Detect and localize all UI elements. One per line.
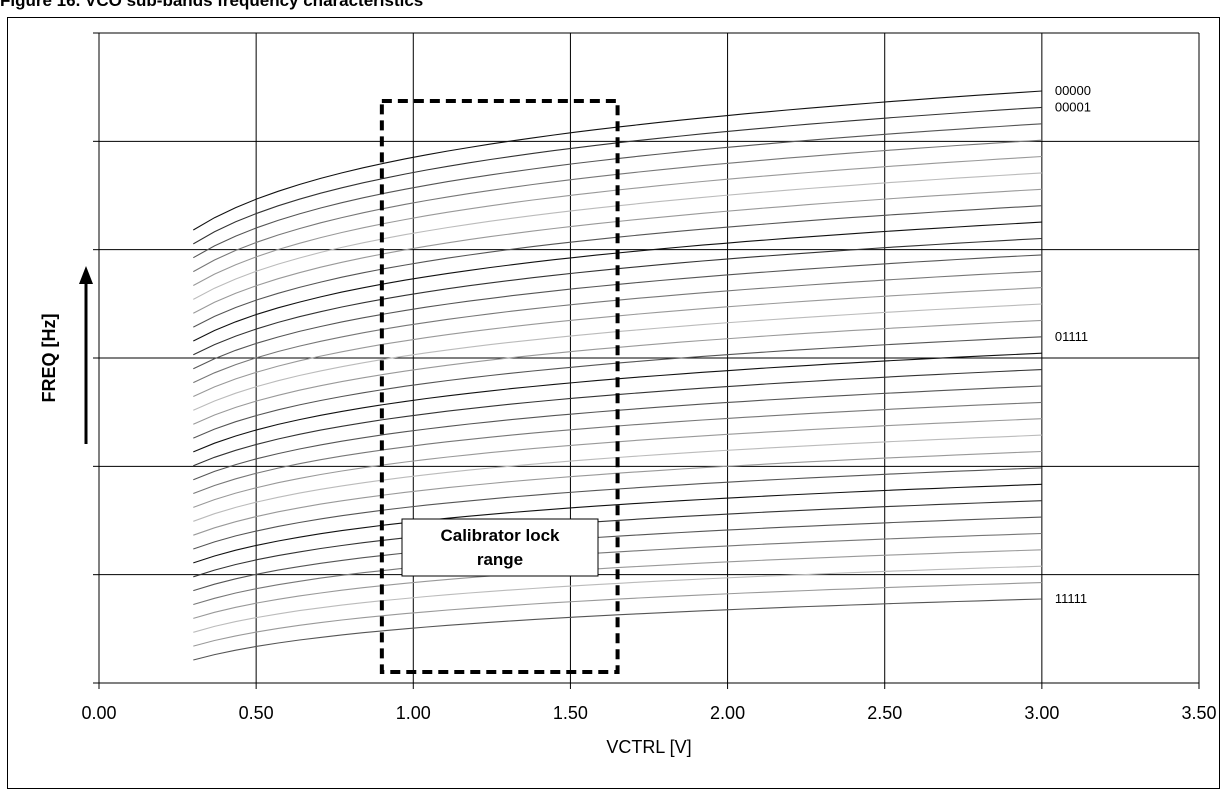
frequency-curve xyxy=(193,598,1042,661)
frequency-curve xyxy=(193,582,1042,647)
x-tick-label: 1.00 xyxy=(396,703,431,723)
frequency-curve xyxy=(193,516,1042,592)
calibrator-annotation: Calibrator lock range xyxy=(379,99,620,674)
x-tick-label: 2.50 xyxy=(867,703,902,723)
frequency-curve xyxy=(193,549,1042,619)
y-arrow-head xyxy=(79,266,93,284)
labels: 0.00 0.50 1.00 1.50 2.00 2.50 3.00 3.50 VCTRL [V… xyxy=(39,83,1217,757)
figure-caption: Figure 16. VCO sub-bands frequency chara… xyxy=(0,0,424,10)
curve-label: 00001 xyxy=(1055,99,1091,114)
lock-range-box xyxy=(379,99,620,674)
curve-label: 00000 xyxy=(1055,83,1091,98)
x-tick-label: 2.00 xyxy=(710,703,745,723)
x-axis-title: VCTRL [V] xyxy=(606,737,691,757)
x-tick-label: 0.50 xyxy=(239,703,274,723)
y-axis-title: FREQ [Hz] xyxy=(39,314,59,403)
axes xyxy=(79,32,1200,689)
frequency-curve xyxy=(193,483,1042,564)
frequency-curve xyxy=(193,500,1042,578)
lock-range-label-line1: Calibrator lock xyxy=(440,526,560,545)
frequency-curve xyxy=(193,467,1042,550)
frequency-curve xyxy=(193,450,1042,536)
grid-lines xyxy=(99,32,1200,683)
chart-frame xyxy=(7,17,1220,789)
curve-label: 01111 xyxy=(1055,329,1088,344)
frequency-curve xyxy=(193,532,1042,606)
x-tick-label: 3.00 xyxy=(1024,703,1059,723)
frequency-curves xyxy=(193,90,1042,661)
curve-label: 11111 xyxy=(1055,591,1087,606)
x-tick-label: 1.50 xyxy=(553,703,588,723)
frequency-curve xyxy=(193,565,1042,633)
lock-range-label-box xyxy=(401,518,599,577)
x-tick-label: 0.00 xyxy=(81,703,116,723)
x-tick-label: 3.50 xyxy=(1181,703,1216,723)
lock-range-label-line2: range xyxy=(477,550,523,569)
